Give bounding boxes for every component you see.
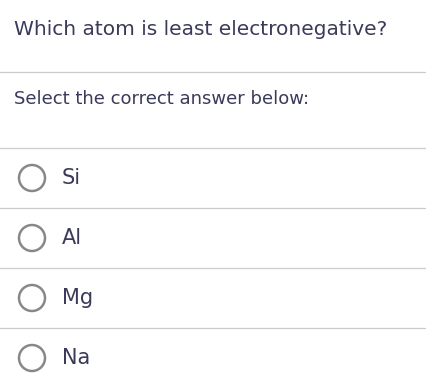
Text: Si: Si	[62, 168, 81, 188]
Text: Select the correct answer below:: Select the correct answer below:	[14, 90, 308, 108]
Text: Al: Al	[62, 228, 82, 248]
Text: Na: Na	[62, 348, 90, 368]
Text: Mg: Mg	[62, 288, 93, 308]
Text: Which atom is least electronegative?: Which atom is least electronegative?	[14, 20, 386, 39]
